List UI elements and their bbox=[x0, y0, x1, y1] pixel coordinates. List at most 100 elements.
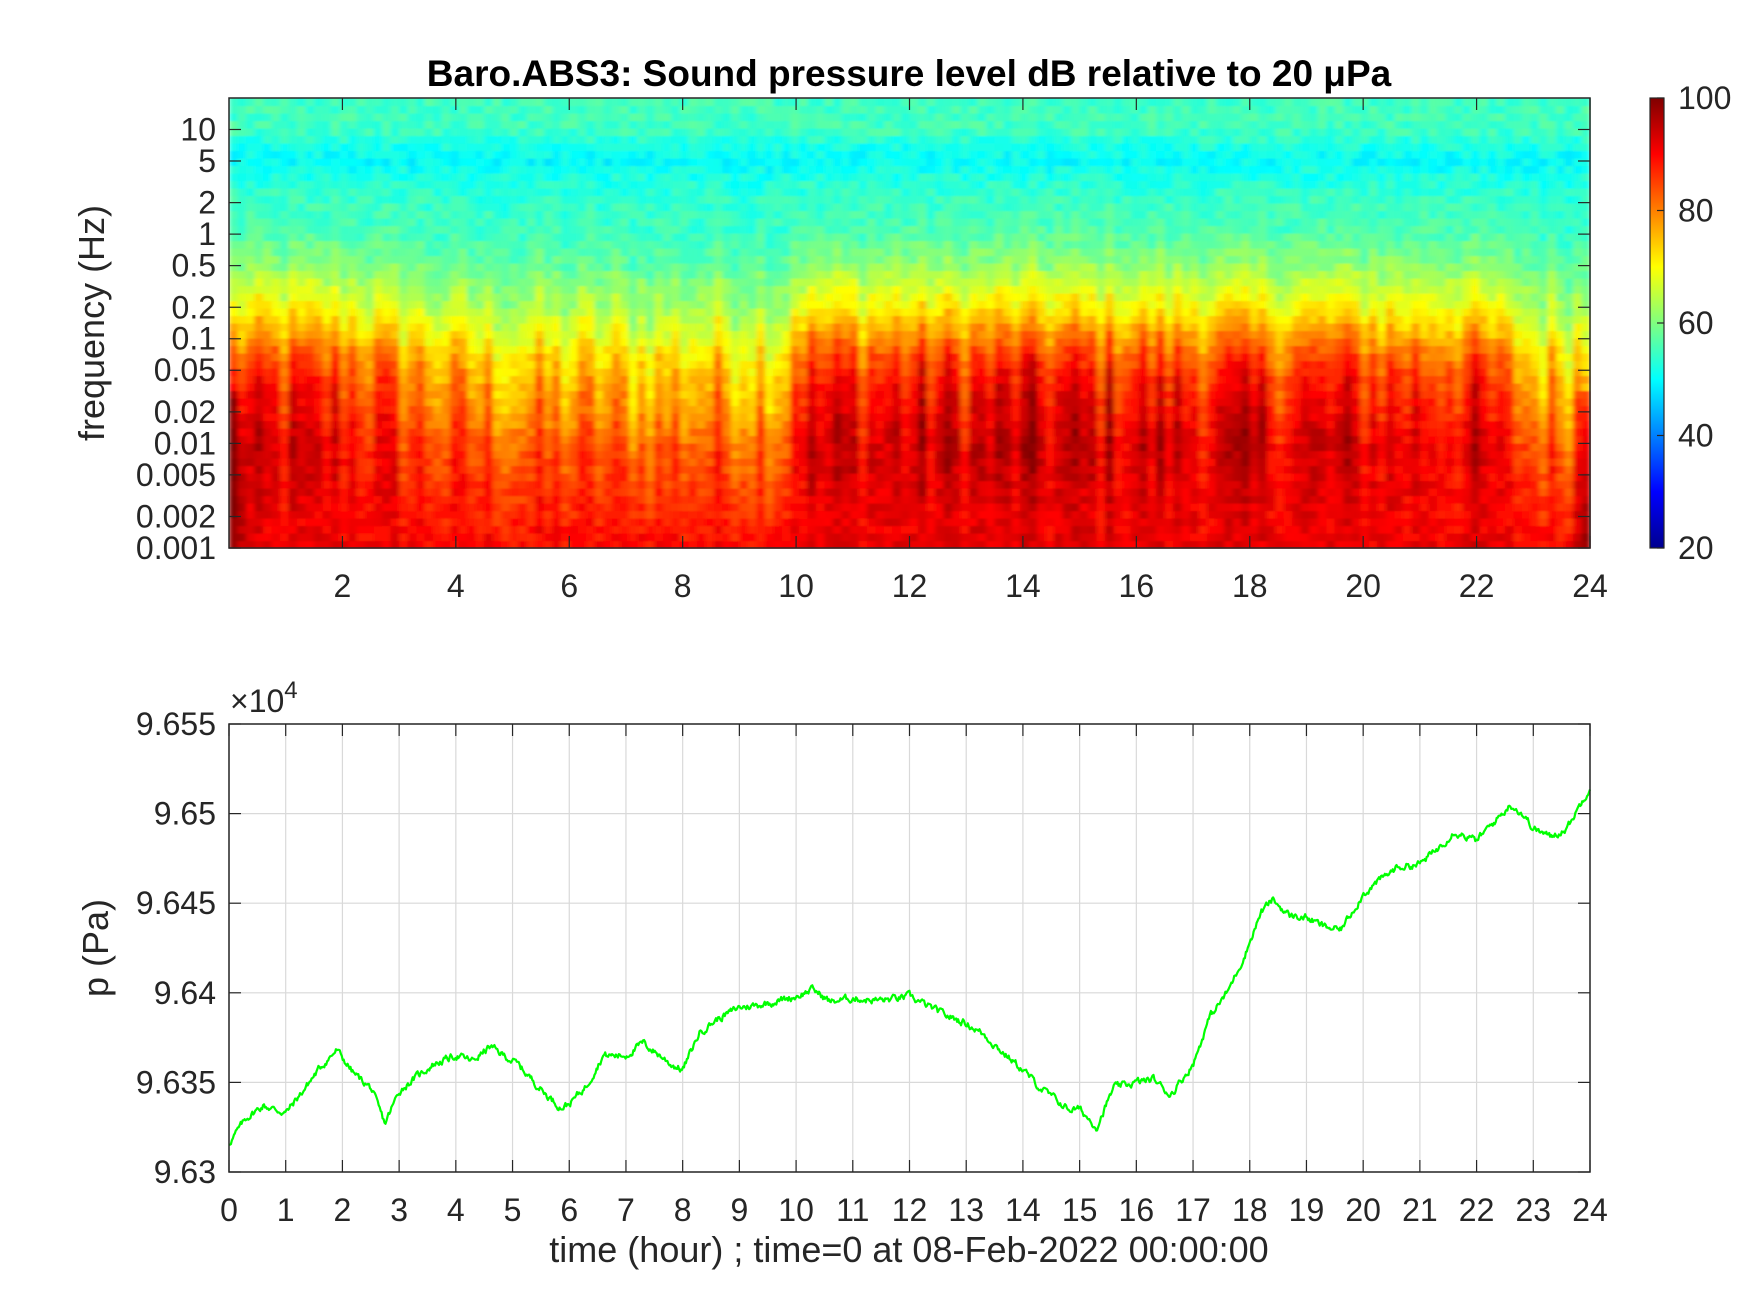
heatmap-cell bbox=[229, 293, 239, 302]
heatmap-cell bbox=[331, 300, 341, 309]
heatmap-cell bbox=[645, 150, 655, 159]
heatmap-cell bbox=[229, 533, 239, 542]
heatmap-cell bbox=[365, 278, 375, 287]
heatmap-cell bbox=[467, 158, 477, 167]
heatmap-cell bbox=[722, 495, 732, 504]
heatmap-cell bbox=[798, 533, 809, 542]
heatmap-cell bbox=[883, 113, 894, 122]
heatmap-cell bbox=[654, 128, 664, 137]
heatmap-cell bbox=[773, 248, 783, 257]
heatmap-cell bbox=[679, 180, 689, 189]
heatmap-cell bbox=[560, 158, 570, 167]
heatmap-cell bbox=[926, 248, 936, 257]
heatmap-cell bbox=[918, 105, 928, 114]
heatmap-cell bbox=[935, 465, 945, 474]
heatmap-cell bbox=[645, 533, 655, 542]
heatmap-cell bbox=[484, 383, 494, 392]
heatmap-cell bbox=[382, 390, 392, 399]
heatmap-cell bbox=[518, 345, 528, 354]
heatmap-cell bbox=[807, 420, 817, 429]
heatmap-cell bbox=[832, 413, 843, 422]
heatmap-cell bbox=[645, 203, 655, 212]
heatmap-cell bbox=[467, 150, 477, 159]
heatmap-cell bbox=[288, 188, 298, 197]
heatmap-cell bbox=[399, 278, 409, 287]
heatmap-cell bbox=[543, 345, 553, 354]
heatmap-cell bbox=[560, 128, 570, 137]
heatmap-cell bbox=[305, 180, 315, 189]
heatmap-cell bbox=[492, 135, 502, 144]
heatmap-cell bbox=[382, 510, 392, 519]
heatmap-cell bbox=[713, 248, 723, 257]
heatmap-cell bbox=[526, 105, 536, 114]
heatmap-cell bbox=[458, 173, 468, 182]
heatmap-cell bbox=[620, 195, 630, 204]
heatmap-cell bbox=[645, 210, 655, 219]
heatmap-cell bbox=[390, 323, 400, 332]
heatmap-cell bbox=[288, 383, 298, 392]
heatmap-cell bbox=[909, 330, 919, 339]
heatmap-cell bbox=[518, 473, 528, 482]
heatmap-cell bbox=[705, 495, 715, 504]
heatmap-cell bbox=[739, 300, 749, 309]
heatmap-cell bbox=[441, 135, 451, 144]
heatmap-cell bbox=[263, 398, 273, 407]
heatmap-cell bbox=[382, 525, 392, 534]
heatmap-cell bbox=[237, 353, 247, 362]
heatmap-cell bbox=[798, 150, 809, 159]
heatmap-cell bbox=[730, 510, 740, 519]
heatmap-cell bbox=[458, 398, 468, 407]
heatmap-cell bbox=[815, 293, 826, 302]
heatmap-cell bbox=[637, 443, 647, 452]
heatmap-cell bbox=[586, 420, 596, 429]
heatmap-cell bbox=[832, 285, 843, 294]
heatmap-cell bbox=[254, 173, 264, 182]
heatmap-cell bbox=[501, 413, 511, 422]
heatmap-cell bbox=[373, 518, 383, 527]
heatmap-cell bbox=[467, 330, 477, 339]
heatmap-cell bbox=[866, 503, 877, 512]
heatmap-cell bbox=[781, 218, 792, 227]
heatmap-cell bbox=[288, 518, 298, 527]
heatmap-cell bbox=[246, 368, 256, 377]
heatmap-cell bbox=[229, 180, 239, 189]
heatmap-cell bbox=[807, 278, 817, 287]
heatmap-cell bbox=[849, 353, 860, 362]
heatmap-cell bbox=[263, 105, 273, 114]
heatmap-cell bbox=[764, 458, 774, 467]
heatmap-cell bbox=[288, 278, 298, 287]
heatmap-cell bbox=[875, 323, 885, 332]
heatmap-cell bbox=[918, 435, 928, 444]
heatmap-cell bbox=[883, 180, 894, 189]
heatmap-cell bbox=[918, 518, 928, 527]
heatmap-cell bbox=[696, 300, 706, 309]
heatmap-cell bbox=[909, 495, 919, 504]
heatmap-cell bbox=[543, 465, 553, 474]
heatmap-cell bbox=[594, 218, 604, 227]
heatmap-cell bbox=[314, 308, 324, 317]
heatmap-cell bbox=[654, 270, 664, 279]
heatmap-cell bbox=[807, 465, 817, 474]
heatmap-cell bbox=[348, 113, 358, 122]
heatmap-cell bbox=[237, 180, 247, 189]
heatmap-cell bbox=[407, 458, 417, 467]
heatmap-cell bbox=[339, 495, 349, 504]
heatmap-cell bbox=[569, 458, 579, 467]
heatmap-cell bbox=[348, 300, 358, 309]
heatmap-cell bbox=[458, 390, 468, 399]
heatmap-cell bbox=[841, 503, 851, 512]
heatmap-cell bbox=[441, 443, 451, 452]
heatmap-cell bbox=[237, 435, 247, 444]
heatmap-cell bbox=[569, 150, 579, 159]
heatmap-cell bbox=[662, 218, 672, 227]
heatmap-cell bbox=[229, 525, 239, 534]
heatmap-cell bbox=[926, 533, 936, 542]
heatmap-cell bbox=[229, 113, 239, 122]
heatmap-cell bbox=[790, 248, 800, 257]
heatmap-cell bbox=[569, 278, 579, 287]
heatmap-cell bbox=[841, 135, 851, 144]
heatmap-cell bbox=[501, 383, 511, 392]
heatmap-cell bbox=[611, 338, 621, 347]
heatmap-cell bbox=[399, 525, 409, 534]
heatmap-cell bbox=[790, 150, 800, 159]
